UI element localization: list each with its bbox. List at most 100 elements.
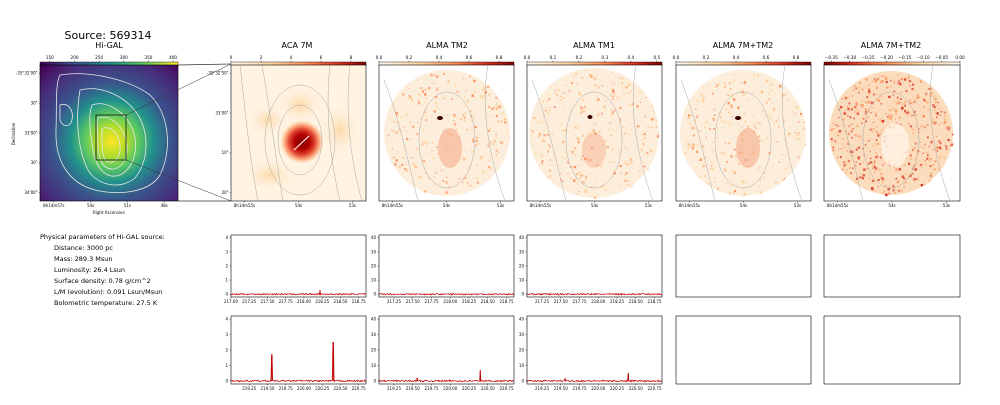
speckle — [739, 106, 741, 107]
speckle — [417, 136, 419, 138]
speckle — [734, 155, 737, 158]
speckle — [733, 171, 736, 173]
speckle — [947, 139, 950, 142]
speckle — [604, 100, 607, 103]
y-tick-label: 30 — [371, 249, 377, 254]
speckle — [558, 88, 561, 92]
speckle — [547, 112, 550, 115]
speckle — [946, 146, 948, 148]
speckle — [944, 121, 947, 124]
speckle — [562, 134, 565, 137]
speckle — [842, 118, 845, 121]
speckle — [436, 88, 438, 91]
speckle — [406, 137, 409, 141]
speckle — [476, 136, 478, 139]
colorbar-tick-label: 0.4 — [628, 55, 635, 60]
speckle — [425, 97, 428, 99]
speckle — [932, 164, 934, 166]
speckle — [741, 180, 745, 183]
speckle — [933, 106, 936, 109]
speckle — [423, 141, 426, 144]
x-tick-label: 217.50 — [554, 299, 568, 304]
x-tick-label: 218.25 — [462, 299, 476, 304]
speckle — [581, 174, 584, 177]
x-tick-label: 8h14m55s — [234, 203, 255, 208]
speckle — [743, 93, 746, 96]
speckle — [877, 142, 880, 145]
speckle — [737, 123, 740, 126]
speckle — [617, 153, 619, 155]
speckle — [880, 102, 883, 105]
speckle — [488, 159, 491, 162]
speckle — [436, 87, 439, 90]
speckle — [600, 165, 603, 168]
speckle — [544, 109, 547, 112]
speckle — [629, 158, 633, 162]
speckle — [612, 91, 615, 94]
speckle — [424, 89, 427, 91]
speckle — [597, 86, 600, 89]
speckle — [698, 129, 701, 132]
speckle — [585, 70, 587, 72]
speckle — [602, 142, 605, 146]
speckle — [895, 178, 897, 180]
speckle — [723, 104, 725, 107]
speckle — [717, 187, 719, 190]
speckle — [434, 157, 436, 159]
speckle — [881, 181, 884, 184]
speckle — [579, 164, 581, 166]
speckle — [487, 145, 490, 148]
speckle — [641, 98, 643, 100]
speckle — [929, 88, 931, 90]
speckle — [759, 87, 761, 89]
speckle — [743, 188, 745, 190]
speckle — [595, 97, 597, 99]
speckle — [880, 176, 883, 179]
speckle — [725, 108, 727, 110]
speckle — [762, 171, 765, 175]
speckle — [625, 86, 628, 89]
higal-zoom-box — [95, 114, 127, 161]
speckle — [624, 132, 626, 135]
colorbar-tick-label: 0.6 — [466, 55, 473, 60]
speckle — [915, 126, 917, 128]
speckle — [869, 128, 872, 131]
speckle — [581, 156, 584, 159]
speckle — [861, 100, 863, 102]
speckle — [488, 93, 491, 96]
speckle — [624, 174, 626, 176]
speckle — [414, 171, 417, 173]
speckle — [463, 158, 466, 161]
speckle — [929, 165, 932, 168]
speckle — [858, 146, 861, 149]
speckle — [875, 131, 879, 134]
speckle — [912, 173, 914, 175]
speckle — [508, 137, 510, 139]
speckle — [841, 142, 844, 145]
speckle — [863, 168, 866, 171]
x-tick-label: 218.75 — [352, 299, 366, 304]
speckle — [884, 77, 888, 80]
speckle — [923, 126, 926, 129]
speckle — [582, 181, 585, 184]
speckle — [916, 97, 918, 99]
speckle — [919, 164, 922, 167]
speckle — [841, 107, 843, 109]
speckle — [873, 160, 876, 163]
speckle — [404, 168, 407, 171]
speckle — [424, 113, 427, 116]
speckle — [699, 175, 702, 178]
x-tick-label: 220.75 — [352, 386, 366, 391]
speckle — [713, 114, 716, 116]
speckle — [641, 138, 644, 141]
speckle — [905, 157, 908, 160]
speckle — [642, 159, 645, 162]
speckle — [422, 160, 425, 163]
y-tick-label: 33'00" — [24, 130, 37, 135]
colorbar-tick-label: 250 — [95, 55, 103, 60]
speckle — [601, 112, 604, 115]
speckle — [402, 156, 405, 159]
speckle — [577, 125, 579, 127]
speckle — [694, 120, 697, 122]
speckle — [899, 180, 901, 182]
